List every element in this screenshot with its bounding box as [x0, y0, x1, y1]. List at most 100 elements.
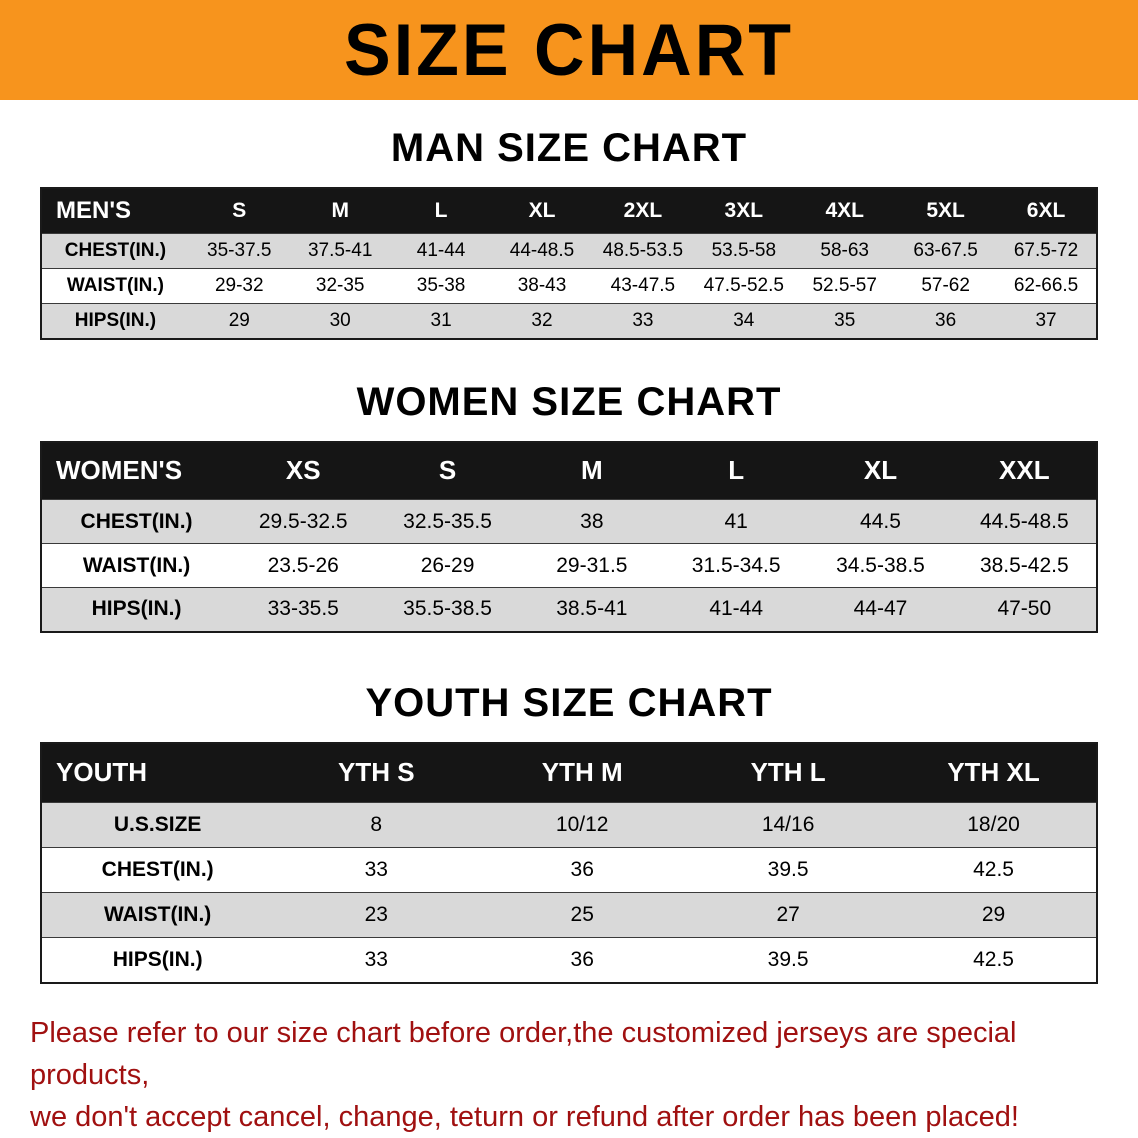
- value-cell: 34.5-38.5: [808, 543, 953, 588]
- value-cell: 29-32: [188, 268, 290, 304]
- value-cell: 26-29: [375, 543, 520, 588]
- youth-size-section: YOUTH SIZE CHART YOUTH YTH S YTH M YTH L YTH…: [0, 681, 1138, 984]
- value-cell: 10/12: [479, 802, 686, 848]
- value-cell: 23: [273, 892, 480, 938]
- value-cell: 44-47: [808, 587, 953, 632]
- value-cell: 47.5-52.5: [693, 268, 795, 304]
- size-header-cell: YTH L: [685, 742, 892, 803]
- value-cell: 43-47.5: [592, 268, 694, 304]
- value-cell: 36: [479, 847, 686, 893]
- value-cell: 38-43: [491, 268, 593, 304]
- value-cell: 34: [693, 303, 795, 339]
- value-cell: 41-44: [390, 233, 492, 269]
- table-row: CHEST(IN.) 35-37.5 37.5-41 41-44 44-48.5 48.5…: [41, 233, 1097, 269]
- value-cell: 47-50: [952, 587, 1097, 632]
- size-chart-banner: SIZE CHART: [0, 0, 1138, 100]
- table-title-cell: YOUTH: [41, 742, 274, 803]
- youth-section-heading: YOUTH SIZE CHART: [365, 680, 773, 725]
- value-cell: 63-67.5: [895, 233, 997, 269]
- table-row: CHEST(IN.) 29.5-32.5 32.5-35.5 38 41 44.5 44.5…: [41, 499, 1097, 544]
- size-header-cell: 3XL: [693, 188, 795, 234]
- value-cell: 33: [273, 937, 480, 983]
- table-title-cell: WOMEN'S: [41, 441, 232, 500]
- disclaimer-line-1: Please refer to our size chart before or…: [30, 1016, 1017, 1091]
- men-size-table: MEN'S S M L XL 2XL 3XL 4XL 5XL 6XL CHEST(IN.) 35-37…: [40, 187, 1098, 340]
- table-title-cell: MEN'S: [41, 188, 189, 234]
- table-row: WAIST(IN.) 23.5-26 26-29 29-31.5 31.5-34.5 34…: [41, 543, 1097, 588]
- size-header-cell: L: [664, 441, 809, 500]
- size-header-cell: 4XL: [794, 188, 896, 234]
- size-header-cell: L: [390, 188, 492, 234]
- value-cell: 37: [996, 303, 1097, 339]
- youth-size-table: YOUTH YTH S YTH M YTH L YTH XL U.S.SIZE 8 10/12…: [40, 741, 1098, 984]
- row-label-cell: WAIST(IN.): [41, 268, 189, 304]
- women-size-table: WOMEN'S XS S M L XL XXL CHEST(IN.) 29.5-32.5 32.5…: [40, 440, 1098, 633]
- size-header-cell: XL: [808, 441, 953, 500]
- value-cell: 35: [794, 303, 896, 339]
- value-cell: 31.5-34.5: [664, 543, 809, 588]
- size-header-cell: 6XL: [996, 188, 1097, 234]
- size-header-cell: S: [188, 188, 290, 234]
- value-cell: 29-31.5: [519, 543, 665, 588]
- size-header-cell: M: [519, 441, 665, 500]
- table-row: WAIST(IN.) 23 25 27 29: [41, 892, 1097, 938]
- value-cell: 58-63: [794, 233, 896, 269]
- row-label-cell: U.S.SIZE: [41, 802, 274, 848]
- size-header-cell: YTH M: [479, 742, 686, 803]
- value-cell: 35-38: [390, 268, 492, 304]
- value-cell: 42.5: [891, 937, 1097, 983]
- value-cell: 36: [479, 937, 686, 983]
- size-header-cell: YTH XL: [891, 742, 1097, 803]
- value-cell: 23.5-26: [231, 543, 376, 588]
- size-header-cell: S: [375, 441, 520, 500]
- value-cell: 38.5-42.5: [952, 543, 1097, 588]
- table-row: HIPS(IN.) 33 36 39.5 42.5: [41, 937, 1097, 983]
- value-cell: 57-62: [895, 268, 997, 304]
- row-label-cell: WAIST(IN.): [41, 543, 232, 588]
- value-cell: 48.5-53.5: [592, 233, 694, 269]
- value-cell: 33: [592, 303, 694, 339]
- value-cell: 35.5-38.5: [375, 587, 520, 632]
- value-cell: 41: [664, 499, 809, 544]
- value-cell: 30: [289, 303, 391, 339]
- size-header-cell: 2XL: [592, 188, 694, 234]
- value-cell: 44.5: [808, 499, 953, 544]
- value-cell: 39.5: [685, 937, 892, 983]
- banner-title: SIZE CHART: [344, 9, 794, 91]
- value-cell: 29: [188, 303, 290, 339]
- men-section-heading: MAN SIZE CHART: [390, 126, 748, 170]
- size-header-cell: YTH S: [273, 742, 480, 803]
- value-cell: 44-48.5: [491, 233, 593, 269]
- value-cell: 32.5-35.5: [375, 499, 520, 544]
- row-label-cell: WAIST(IN.): [41, 892, 274, 938]
- value-cell: 31: [390, 303, 492, 339]
- value-cell: 29: [891, 892, 1097, 938]
- men-size-section: MAN SIZE CHART MEN'S S M L XL 2XL 3XL 4XL 5XL 6XL…: [0, 126, 1138, 340]
- value-cell: 53.5-58: [693, 233, 795, 269]
- size-header-cell: XS: [231, 441, 376, 500]
- size-header-cell: XXL: [952, 441, 1097, 500]
- value-cell: 62-66.5: [996, 268, 1097, 304]
- value-cell: 33-35.5: [231, 587, 376, 632]
- value-cell: 38: [519, 499, 665, 544]
- value-cell: 14/16: [685, 802, 892, 848]
- value-cell: 32: [491, 303, 593, 339]
- row-label-cell: HIPS(IN.): [41, 937, 274, 983]
- size-header-cell: XL: [491, 188, 593, 234]
- row-label-cell: CHEST(IN.): [41, 499, 232, 544]
- row-label-cell: HIPS(IN.): [41, 587, 232, 632]
- row-label-cell: HIPS(IN.): [41, 303, 189, 339]
- disclaimer-text: Please refer to our size chart before or…: [30, 1012, 1108, 1138]
- table-row: U.S.SIZE 8 10/12 14/16 18/20: [41, 802, 1097, 848]
- value-cell: 52.5-57: [794, 268, 896, 304]
- value-cell: 42.5: [891, 847, 1097, 893]
- women-size-section: WOMEN SIZE CHART WOMEN'S XS S M L XL XXL CHEST(…: [0, 380, 1138, 633]
- size-header-cell: M: [289, 188, 391, 234]
- value-cell: 38.5-41: [519, 587, 665, 632]
- table-row: HIPS(IN.) 33-35.5 35.5-38.5 38.5-41 41-44 44-…: [41, 587, 1097, 632]
- table-row: CHEST(IN.) 33 36 39.5 42.5: [41, 847, 1097, 893]
- value-cell: 44.5-48.5: [952, 499, 1097, 544]
- table-row: HIPS(IN.) 29 30 31 32 33 34 35 36 37: [41, 303, 1097, 339]
- value-cell: 27: [685, 892, 892, 938]
- value-cell: 39.5: [685, 847, 892, 893]
